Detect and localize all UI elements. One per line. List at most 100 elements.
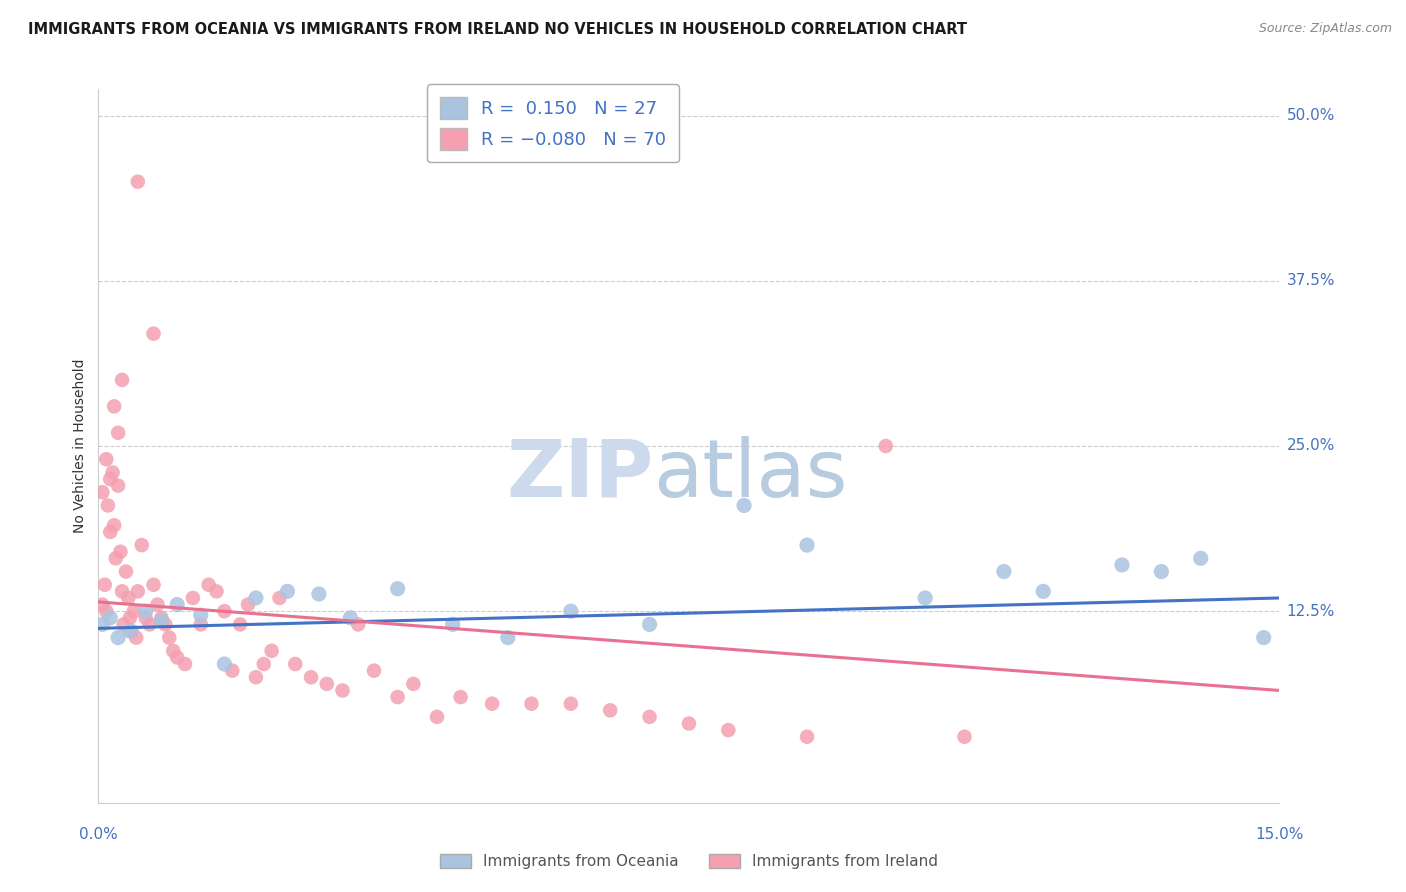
- Point: [245, 591, 267, 605]
- Point: [138, 617, 160, 632]
- Point: [117, 591, 139, 605]
- Point: [125, 631, 148, 645]
- Point: [205, 584, 228, 599]
- Point: [315, 677, 337, 691]
- Text: 12.5%: 12.5%: [1286, 604, 1334, 619]
- Point: [157, 631, 180, 645]
- Point: [260, 644, 283, 658]
- Point: [299, 670, 322, 684]
- Point: [796, 730, 818, 744]
- Point: [118, 624, 141, 638]
- Point: [121, 624, 143, 638]
- Point: [166, 598, 188, 612]
- Point: [166, 650, 188, 665]
- Point: [221, 664, 243, 678]
- Point: [98, 524, 121, 539]
- Point: [98, 611, 121, 625]
- Point: [101, 466, 124, 480]
- Point: [229, 617, 252, 632]
- Point: [103, 518, 125, 533]
- Point: [717, 723, 740, 738]
- Point: [339, 611, 361, 625]
- Point: [190, 608, 212, 623]
- Point: [96, 604, 118, 618]
- Text: Source: ZipAtlas.com: Source: ZipAtlas.com: [1258, 22, 1392, 36]
- Point: [135, 611, 157, 625]
- Point: [733, 499, 755, 513]
- Point: [146, 598, 169, 612]
- Point: [107, 478, 129, 492]
- Point: [560, 604, 582, 618]
- Point: [155, 617, 177, 632]
- Point: [236, 598, 259, 612]
- Text: atlas: atlas: [654, 435, 848, 514]
- Point: [131, 538, 153, 552]
- Point: [520, 697, 543, 711]
- Point: [308, 587, 330, 601]
- Point: [1032, 584, 1054, 599]
- Point: [91, 617, 114, 632]
- Point: [97, 499, 120, 513]
- Point: [142, 578, 165, 592]
- Point: [181, 591, 204, 605]
- Point: [93, 578, 115, 592]
- Text: 0.0%: 0.0%: [79, 827, 118, 841]
- Point: [1189, 551, 1212, 566]
- Point: [107, 425, 129, 440]
- Legend: Immigrants from Oceania, Immigrants from Ireland: Immigrants from Oceania, Immigrants from…: [434, 848, 943, 875]
- Point: [332, 683, 354, 698]
- Point: [560, 697, 582, 711]
- Text: ZIP: ZIP: [506, 435, 654, 514]
- Point: [387, 582, 409, 596]
- Point: [150, 611, 173, 625]
- Text: 50.0%: 50.0%: [1286, 108, 1334, 123]
- Point: [481, 697, 503, 711]
- Point: [162, 644, 184, 658]
- Point: [496, 631, 519, 645]
- Point: [363, 664, 385, 678]
- Point: [253, 657, 276, 671]
- Point: [269, 591, 291, 605]
- Point: [914, 591, 936, 605]
- Point: [98, 472, 121, 486]
- Point: [638, 617, 661, 632]
- Point: [111, 373, 134, 387]
- Point: [111, 584, 134, 599]
- Point: [190, 617, 212, 632]
- Text: IMMIGRANTS FROM OCEANIA VS IMMIGRANTS FROM IRELAND NO VEHICLES IN HOUSEHOLD CORR: IMMIGRANTS FROM OCEANIA VS IMMIGRANTS FR…: [28, 22, 967, 37]
- Point: [387, 690, 409, 704]
- Point: [110, 545, 132, 559]
- Point: [96, 452, 118, 467]
- Point: [450, 690, 472, 704]
- Point: [150, 614, 173, 628]
- Point: [127, 584, 149, 599]
- Point: [103, 400, 125, 414]
- Point: [91, 485, 114, 500]
- Point: [1150, 565, 1173, 579]
- Point: [599, 703, 621, 717]
- Point: [174, 657, 197, 671]
- Point: [276, 584, 298, 599]
- Text: 15.0%: 15.0%: [1256, 827, 1303, 841]
- Point: [993, 565, 1015, 579]
- Point: [953, 730, 976, 744]
- Point: [142, 326, 165, 341]
- Point: [91, 598, 114, 612]
- Point: [118, 611, 141, 625]
- Point: [402, 677, 425, 691]
- Legend: R =  0.150   N = 27, R = −0.080   N = 70: R = 0.150 N = 27, R = −0.080 N = 70: [427, 84, 679, 162]
- Point: [441, 617, 464, 632]
- Point: [135, 604, 157, 618]
- Point: [107, 631, 129, 645]
- Point: [214, 657, 236, 671]
- Point: [245, 670, 267, 684]
- Point: [115, 565, 138, 579]
- Point: [284, 657, 307, 671]
- Point: [112, 617, 135, 632]
- Y-axis label: No Vehicles in Household: No Vehicles in Household: [73, 359, 87, 533]
- Point: [197, 578, 219, 592]
- Point: [347, 617, 370, 632]
- Point: [214, 604, 236, 618]
- Point: [875, 439, 897, 453]
- Point: [638, 710, 661, 724]
